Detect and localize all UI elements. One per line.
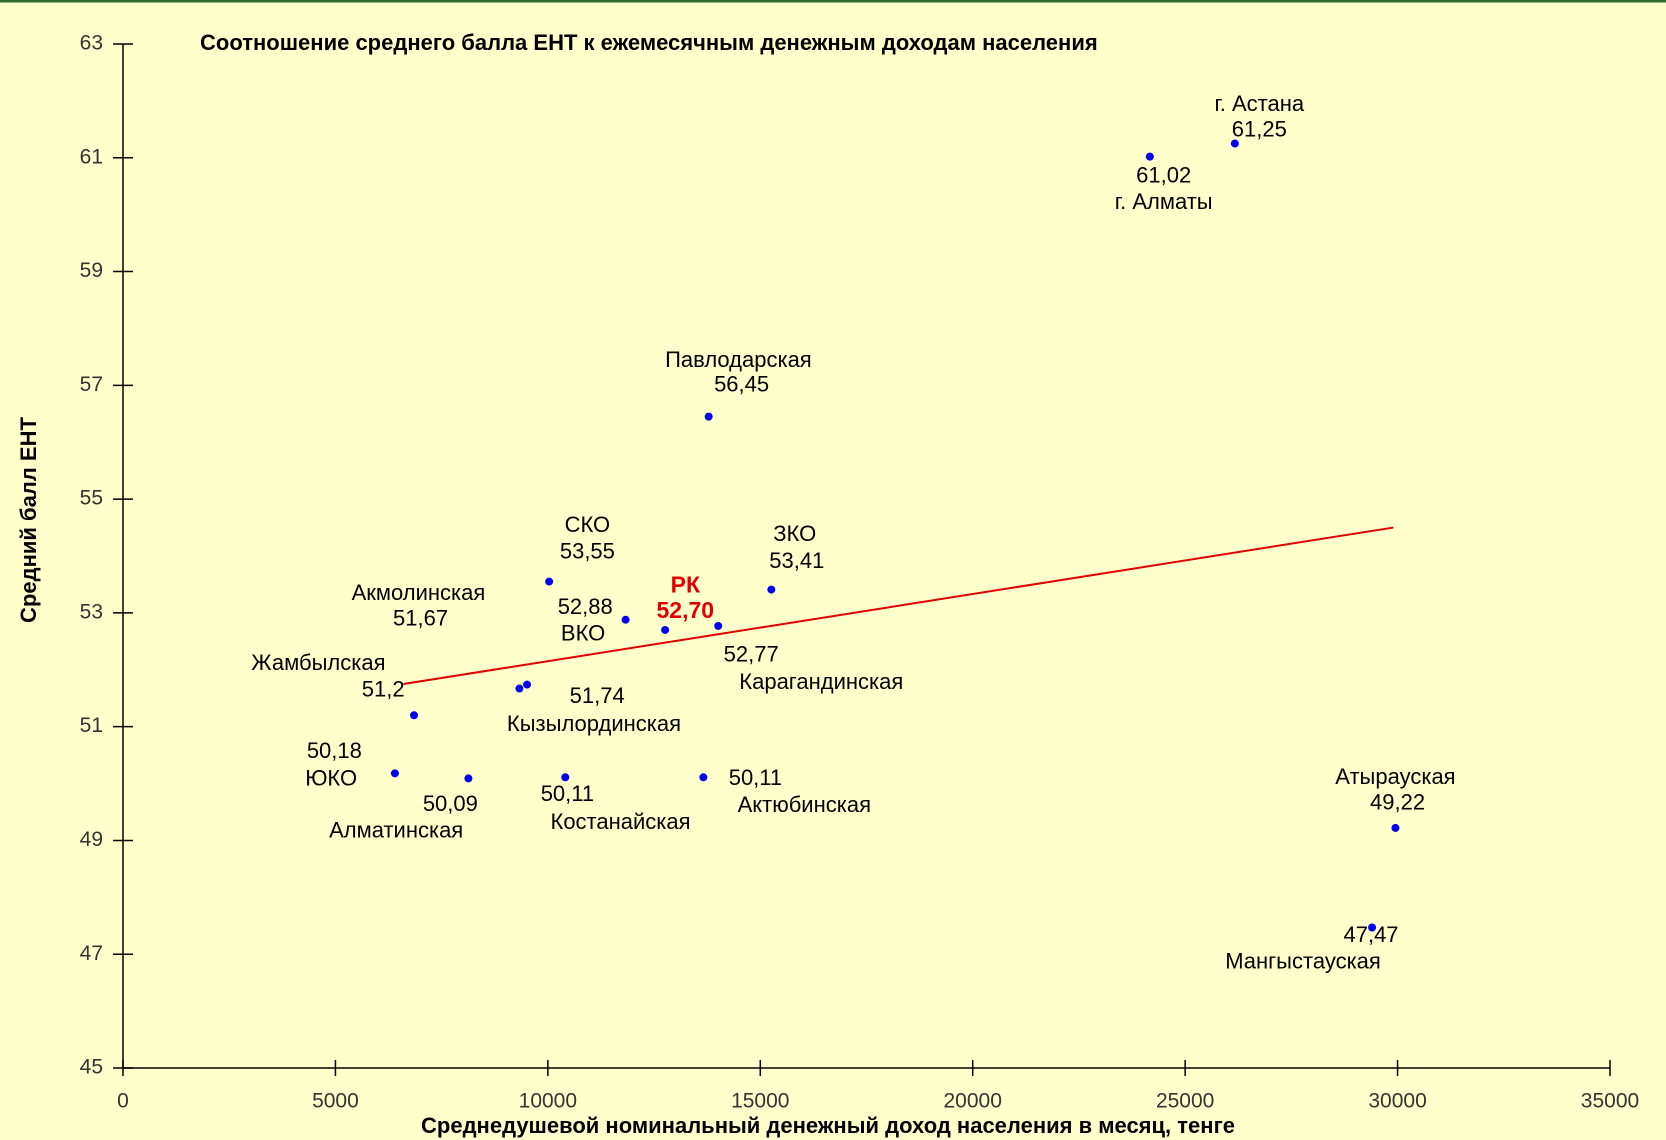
x-tick-label: 35000 — [1581, 1090, 1639, 1113]
point-name: Павлодарская — [665, 347, 812, 372]
point-name: Кызылординская — [507, 711, 681, 736]
point-value-label: 52,88 — [558, 594, 613, 619]
point — [699, 773, 708, 782]
point — [767, 585, 776, 594]
point — [390, 769, 399, 778]
point — [1230, 139, 1239, 148]
point — [523, 680, 532, 689]
x-tick-label: 20000 — [944, 1090, 1002, 1113]
point-name: Жамбылская — [251, 650, 385, 675]
point-value-label: 51,2 — [362, 677, 405, 702]
y-tick-label: 45 — [80, 1056, 103, 1079]
point — [704, 412, 713, 421]
y-tick-label: 57 — [80, 373, 103, 396]
point — [464, 774, 473, 783]
x-axis-label: Среднедушевой номинальный денежный доход… — [421, 1113, 1235, 1138]
point — [1391, 823, 1400, 832]
point-value-label: 56,45 — [714, 372, 769, 397]
point-name: Акмолинская — [352, 580, 486, 605]
point-value-label: 51,74 — [570, 683, 625, 708]
point-value-label: 49,22 — [1370, 789, 1425, 814]
point-value-label: 61,25 — [1232, 117, 1287, 142]
point-name: Карагандинская — [739, 669, 903, 694]
point-name: РК — [671, 571, 701, 597]
point-value-label: 47,47 — [1343, 922, 1398, 947]
point-value-label: 50,11 — [729, 765, 782, 790]
point-value-label: 50,11 — [541, 781, 594, 806]
point — [661, 625, 670, 634]
point — [1145, 152, 1154, 161]
point-value-label: 50,18 — [307, 738, 362, 763]
x-tick-label: 0 — [117, 1090, 129, 1113]
point-value-label: 51,67 — [393, 605, 448, 630]
point-name: Мангыстауская — [1225, 948, 1381, 973]
point-value-label: 53,55 — [560, 539, 615, 564]
point — [561, 773, 570, 782]
point-value-label: 52,70 — [657, 597, 715, 623]
x-tick-label: 25000 — [1156, 1090, 1214, 1113]
y-tick-label: 55 — [80, 487, 103, 510]
y-tick-label: 59 — [80, 259, 103, 282]
point-name: ЮКО — [305, 766, 357, 791]
point-name: г. Астана — [1214, 91, 1304, 116]
point-name: ЗКО — [773, 521, 816, 546]
x-tick-label: 10000 — [519, 1090, 577, 1113]
point-name: Костанайская — [551, 809, 691, 834]
point — [621, 615, 630, 624]
point — [410, 711, 419, 720]
y-axis-label: Средний балл ЕНТ — [16, 417, 41, 623]
point — [515, 684, 524, 693]
y-tick-label: 61 — [80, 145, 103, 168]
y-tick-label: 47 — [80, 942, 103, 965]
point-value-label: 52,77 — [724, 642, 779, 667]
point — [545, 577, 554, 586]
x-tick-label: 15000 — [731, 1090, 789, 1113]
trend-line — [403, 526, 1394, 685]
point-name: Атырауская — [1335, 764, 1455, 789]
y-tick-label: 53 — [80, 600, 103, 623]
y-tick-label: 63 — [80, 32, 103, 55]
point-name: СКО — [565, 512, 611, 537]
chart-title: Соотношение среднего балла ЕНТ к ежемеся… — [200, 30, 1098, 55]
x-tick-label: 30000 — [1368, 1090, 1426, 1113]
point-name: г. Алматы — [1115, 189, 1213, 214]
point-name: ВКО — [561, 620, 605, 645]
y-tick-label: 51 — [80, 714, 103, 737]
point-name: Алматинская — [329, 817, 463, 842]
point-value-label: 53,41 — [769, 548, 824, 573]
point — [714, 621, 723, 630]
y-tick-label: 49 — [80, 828, 103, 851]
point-name: Актюбинская — [738, 792, 871, 817]
point-value-label: 50,09 — [423, 791, 478, 816]
point-value-label: 61,02 — [1136, 163, 1191, 188]
point — [1368, 923, 1377, 932]
x-tick-label: 5000 — [312, 1090, 359, 1113]
